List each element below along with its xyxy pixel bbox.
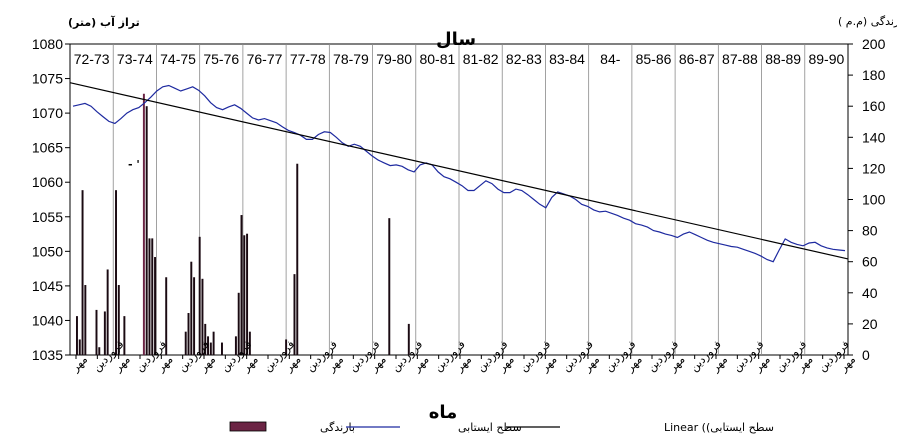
left-tick-label: 1070	[32, 105, 63, 121]
rain-bar	[237, 292, 240, 355]
rain-bar	[234, 336, 237, 355]
year-label: 74-75	[160, 51, 196, 67]
rain-bar	[285, 339, 288, 355]
left-tick-label: 1080	[32, 36, 63, 52]
rain-bar	[151, 238, 154, 355]
left-tick-label: 1055	[32, 209, 63, 225]
left-tick-label: 1045	[32, 278, 63, 294]
rain-bar	[115, 190, 117, 355]
rain-bar	[165, 277, 168, 355]
rain-bar	[106, 269, 109, 355]
rain-bar	[198, 236, 201, 355]
right-tick-label: 20	[862, 316, 878, 332]
year-label: 87-88	[722, 51, 758, 67]
rain-bar	[98, 347, 101, 355]
year-label: 85-86	[636, 51, 672, 67]
year-label: 84-	[600, 51, 621, 67]
linear-trend-line	[69, 82, 849, 260]
right-axis-title: بارندگی (م.م )	[838, 15, 897, 28]
rain-bar	[154, 257, 157, 355]
year-label: 82-83	[506, 51, 542, 67]
year-label: 72-73	[74, 51, 110, 67]
rain-bar	[78, 339, 81, 355]
year-label: 88-89	[765, 51, 801, 67]
year-label: 80-81	[419, 51, 455, 67]
year-label: 79-80	[376, 51, 412, 67]
year-label: 86-87	[679, 51, 715, 67]
left-tick-label: 1035	[32, 347, 63, 363]
rain-bar	[407, 323, 410, 355]
rain-bar	[293, 274, 296, 355]
legend-rain-swatch	[229, 421, 267, 432]
right-tick-label: 140	[862, 129, 886, 145]
chart-title: سال	[436, 29, 476, 50]
legend-trend-label: سطح ایستابی)) Linear	[664, 421, 774, 434]
rain-bar	[95, 309, 98, 355]
rain-bar	[209, 342, 212, 355]
x-axis-title: ماه	[429, 402, 458, 423]
left-tick-label: 1065	[32, 140, 63, 156]
rain-bar	[296, 163, 299, 355]
year-label: 81-82	[463, 51, 499, 67]
left-tick-label: 1050	[32, 243, 63, 259]
year-label: 76-77	[247, 51, 283, 67]
right-tick-label: 100	[862, 192, 886, 208]
legend: بارندگی سطح ایستابی سطح ایستابی)) Linear	[229, 421, 774, 434]
left-tick-label: 1060	[32, 174, 63, 190]
rain-bar	[240, 215, 243, 355]
left-tick-label: 1075	[32, 71, 63, 87]
left-tick-label: 1040	[32, 312, 63, 328]
rain-bar	[246, 233, 249, 355]
year-label: 89-90	[808, 51, 844, 67]
rain-bar	[103, 311, 106, 355]
rain-bar	[187, 313, 190, 355]
rain-bar	[212, 331, 215, 355]
year-separators	[112, 44, 806, 355]
right-tick-label: 160	[862, 98, 886, 114]
rain-bar	[117, 285, 120, 355]
rain-bar	[148, 238, 151, 355]
left-axis-title: تراز آب (متر)	[68, 15, 140, 29]
rain-bar	[388, 218, 391, 355]
left-axis-ticks: 1080 1075 1070 1065 1060 1055 1050 1045 1040 1035	[32, 36, 70, 363]
right-tick-label: 0	[862, 347, 870, 363]
right-tick-label: 60	[862, 254, 878, 270]
year-label: 83-84	[549, 51, 585, 67]
legend-water-label: سطح ایستابی	[458, 421, 522, 434]
rainfall-bars	[75, 93, 410, 355]
rain-bar	[193, 277, 196, 355]
right-tick-label: 200	[862, 36, 886, 52]
legend-rain-label: بارندگی	[320, 421, 355, 434]
year-label: 73-74	[117, 51, 153, 67]
rain-bar	[204, 323, 207, 355]
right-tick-label: 40	[862, 285, 878, 301]
stray-label: - '	[128, 158, 140, 171]
rain-bar	[142, 93, 145, 355]
year-label: 78-79	[333, 51, 369, 67]
rain-bar	[207, 336, 210, 355]
right-tick-label: 80	[862, 223, 878, 239]
rain-bar	[184, 331, 187, 355]
right-tick-label: 120	[862, 160, 886, 176]
rain-bar	[81, 190, 84, 355]
rain-bar	[190, 261, 193, 355]
rain-bar	[248, 331, 251, 355]
year-label: 75-76	[203, 51, 239, 67]
rain-bar	[84, 285, 87, 355]
water-level-line	[72, 84, 846, 263]
rain-bar	[75, 316, 78, 355]
rain-bar	[243, 235, 246, 355]
rain-bar	[201, 278, 204, 355]
rain-bar	[123, 316, 126, 355]
year-labels: 72-73 73-74 74-75 75-76 76-77 77-78 78-79 79-80…	[74, 51, 845, 67]
year-label: 77-78	[290, 51, 326, 67]
rain-bar	[145, 106, 148, 355]
right-tick-label: 180	[862, 67, 886, 83]
rain-bar	[220, 342, 223, 355]
